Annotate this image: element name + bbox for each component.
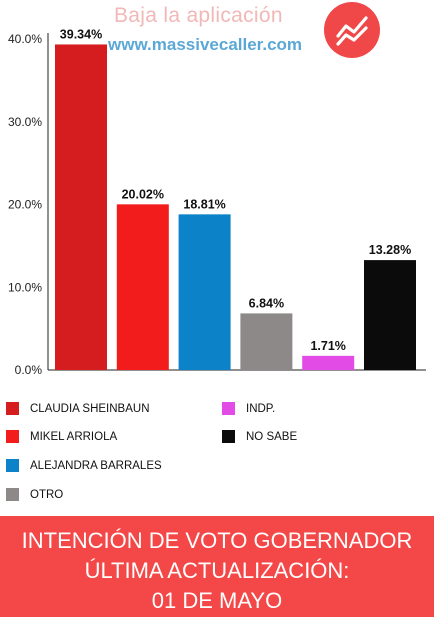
data-label-3: 6.84%	[249, 296, 284, 310]
bar-3	[240, 313, 293, 370]
legend-item-mikel-arriola: MIKEL ARRIOLA	[6, 430, 117, 443]
legend-item-otro: OTRO	[6, 488, 63, 501]
footer-banner: INTENCIÓN DE VOTO GOBERNADOR ÚLTIMA ACTU…	[0, 516, 434, 617]
data-label-5: 13.28%	[369, 243, 411, 257]
y-tick-label: 30.0%	[8, 115, 42, 129]
legend-item-indp: INDP.	[222, 402, 275, 415]
legend-label: CLAUDIA SHEINBAUN	[30, 402, 150, 415]
legend-item-no-sabe: NO SABE	[222, 430, 297, 443]
legend-swatch	[6, 459, 19, 472]
y-tick-label: 0.0%	[15, 363, 43, 377]
legend-swatch	[222, 430, 235, 443]
trend-line-icon	[324, 2, 380, 58]
legend-item-claudia-sheinbaun: CLAUDIA SHEINBAUN	[6, 402, 150, 415]
legend-swatch	[222, 402, 235, 415]
legend-swatch	[6, 430, 19, 443]
bar-1	[116, 204, 169, 370]
bar-2	[178, 214, 231, 370]
legend-item-alejandra-barrales: ALEJANDRA BARRALES	[6, 459, 162, 472]
bar-5	[364, 260, 416, 370]
y-tick-label: 10.0%	[8, 280, 42, 294]
data-label-4: 1.71%	[310, 339, 345, 353]
legend-swatch	[6, 402, 19, 415]
data-label-0: 39.34%	[60, 27, 102, 41]
bar-0	[55, 44, 107, 371]
legend-swatch	[6, 488, 19, 501]
watermark-text: Baja la aplicación	[114, 4, 283, 27]
footer-update-date: 01 DE MAYO	[151, 588, 283, 613]
legend-label: ALEJANDRA BARRALES	[30, 459, 162, 472]
legend-label: OTRO	[30, 488, 64, 501]
legend-label: INDP.	[246, 402, 276, 415]
bar-chart: 0.0% 10.0% 20.0% 30.0% 40.0% 39.34% 20.02% 18.8…	[8, 27, 426, 377]
data-label-1: 20.02%	[122, 187, 164, 201]
legend-label: NO SABE	[246, 430, 298, 443]
data-label-2: 18.81%	[183, 197, 225, 211]
bar-4	[302, 355, 355, 370]
y-tick-label: 20.0%	[8, 198, 42, 212]
y-tick-label: 40.0%	[8, 32, 42, 46]
watermark-url: www.massivecaller.com	[108, 35, 303, 54]
footer-update-label: ÚLTIMA ACTUALIZACIÓN:	[84, 558, 350, 583]
legend-label: MIKEL ARRIOLA	[30, 430, 118, 443]
chart-legend: CLAUDIA SHEINBAUN INDP. MIKEL ARRIOLA NO…	[6, 400, 426, 510]
footer-title: INTENCIÓN DE VOTO GOBERNADOR	[21, 528, 413, 553]
